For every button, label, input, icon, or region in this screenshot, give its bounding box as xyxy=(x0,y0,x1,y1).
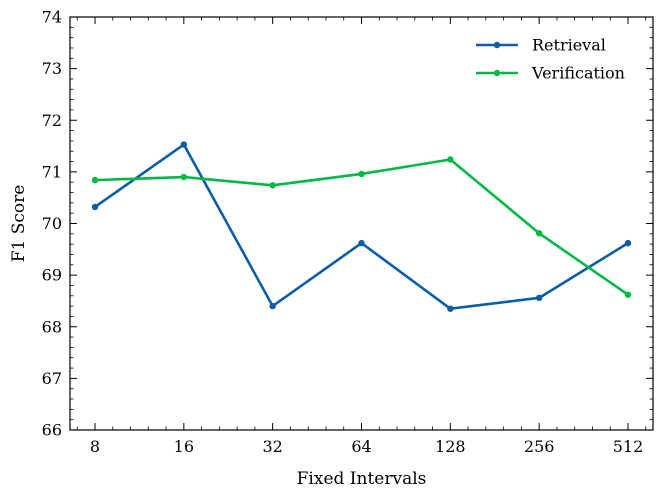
series-line xyxy=(94,143,629,310)
y-tick-label: 70 xyxy=(42,214,62,233)
data-point xyxy=(180,141,188,148)
y-tick-label: 66 xyxy=(42,421,62,440)
y-tick-label: 72 xyxy=(42,111,62,130)
data-point xyxy=(535,294,543,302)
data-point xyxy=(269,182,276,189)
data-point xyxy=(624,239,632,247)
data-point xyxy=(535,230,543,237)
x-tick-labels: 8 16 32 64 128 256 512 xyxy=(90,437,643,456)
x-tick-label: 512 xyxy=(613,437,644,456)
x-tick-label: 16 xyxy=(174,437,194,456)
data-point xyxy=(269,302,276,310)
legend-label: Verification xyxy=(531,64,625,83)
legend-item: Verification xyxy=(476,64,625,83)
plot-frame xyxy=(69,16,654,431)
data-point xyxy=(358,170,365,178)
x-tick-label: 256 xyxy=(524,437,555,456)
x-tick-label: 64 xyxy=(351,437,371,456)
series-layer xyxy=(91,141,632,312)
y-tick-label: 74 xyxy=(42,8,62,27)
y-tick-labels: 66 67 68 69 70 71 72 73 74 xyxy=(42,8,62,440)
legend-item: Retrieval xyxy=(476,36,606,55)
x-axis-label: Fixed Intervals xyxy=(297,469,427,489)
legend: Retrieval Verification xyxy=(476,36,625,83)
y-axis-label: F1 Score xyxy=(9,185,29,263)
legend-swatch-marker xyxy=(493,69,501,77)
data-point xyxy=(91,203,99,211)
data-point xyxy=(447,305,454,312)
series-line xyxy=(94,158,629,296)
y-tick-label: 67 xyxy=(42,369,62,388)
series-verification xyxy=(91,156,632,298)
data-point xyxy=(447,156,454,163)
y-tick-label: 71 xyxy=(42,162,62,181)
x-tick-label: 32 xyxy=(262,437,282,456)
legend-label: Retrieval xyxy=(532,36,606,55)
data-point xyxy=(624,291,632,298)
legend-swatch-marker xyxy=(493,41,501,49)
series-retrieval xyxy=(91,141,632,312)
data-point xyxy=(91,176,99,184)
y-tick-label: 73 xyxy=(42,59,62,78)
x-tick-label: 128 xyxy=(435,437,466,456)
data-point xyxy=(180,173,188,181)
y-tick-label: 68 xyxy=(42,317,62,336)
x-tick-label: 8 xyxy=(90,437,100,456)
data-point xyxy=(358,239,365,247)
y-tick-label: 69 xyxy=(42,266,62,285)
